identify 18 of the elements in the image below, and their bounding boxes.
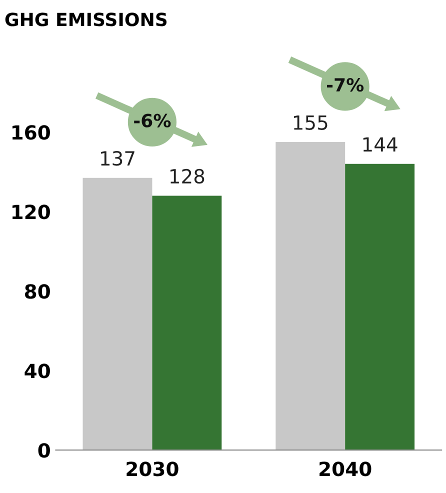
bar xyxy=(82,178,152,450)
chart-title: GHG EMISSIONS xyxy=(5,12,167,26)
bar xyxy=(345,164,415,450)
x-tick-label: 2030 xyxy=(126,462,178,476)
x-tick-label: 2040 xyxy=(320,462,372,476)
y-tick-label: 0 xyxy=(38,443,50,458)
data-label: 155 xyxy=(294,116,328,130)
data-label: 128 xyxy=(170,168,204,184)
y-tick-label: 120 xyxy=(12,204,50,220)
y-tick-label: 80 xyxy=(25,284,50,299)
y-tick-label: 40 xyxy=(24,364,50,378)
bar xyxy=(152,196,222,450)
text: -6% xyxy=(134,114,171,128)
bar xyxy=(276,142,346,450)
data-label: 144 xyxy=(363,137,398,152)
data-label: 137 xyxy=(101,151,134,166)
text: -7% xyxy=(326,78,364,92)
y-tick-label: 160 xyxy=(12,125,50,140)
